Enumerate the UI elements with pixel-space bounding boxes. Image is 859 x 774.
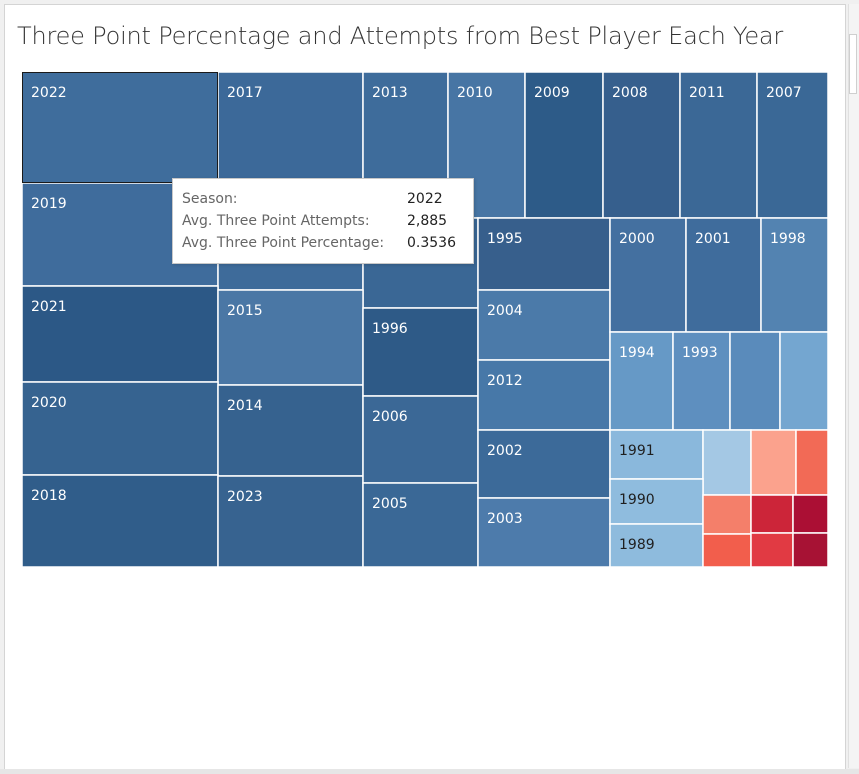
treemap-cell-2008[interactable] (602, 71, 681, 219)
treemap-cell-2007[interactable] (756, 71, 829, 219)
selection-outline (22, 72, 218, 183)
tooltip-label: Avg. Three Point Attempts: (182, 213, 370, 229)
treemap-cell[interactable] (750, 429, 797, 496)
chart-title: Three Point Percentage and Attempts from… (17, 22, 784, 50)
scrollbar-thumb[interactable] (849, 34, 857, 94)
treemap-cell[interactable] (702, 533, 752, 568)
treemap-label: 2005 (372, 496, 408, 512)
treemap-cell-2018[interactable] (21, 474, 219, 568)
treemap-cell-2005[interactable] (362, 482, 479, 568)
treemap-cell-2003[interactable] (477, 497, 611, 568)
treemap-label: 2006 (372, 409, 408, 425)
tooltip-row-season: Season: 2022 (182, 191, 443, 207)
treemap-cell[interactable] (779, 331, 829, 431)
treemap-label: 2017 (227, 85, 263, 101)
vertical-scrollbar[interactable] (848, 4, 859, 768)
treemap-cell-1996[interactable] (362, 307, 479, 397)
treemap-label: 1989 (619, 537, 655, 553)
treemap-label: 2021 (31, 299, 67, 315)
treemap-cell[interactable] (702, 494, 752, 535)
treemap-cell[interactable] (792, 494, 829, 534)
tooltip-label: Avg. Three Point Percentage: (182, 235, 385, 251)
tooltip-value: 2,885 (407, 213, 448, 229)
treemap-cell-2009[interactable] (524, 71, 604, 219)
treemap-label: 2007 (766, 85, 802, 101)
treemap-cell-2023[interactable] (217, 475, 364, 568)
treemap-label: 2000 (619, 231, 655, 247)
tooltip: Season: 2022 Avg. Three Point Attempts: … (172, 178, 474, 264)
treemap-label: 1991 (619, 443, 655, 459)
treemap-cell[interactable] (702, 429, 752, 496)
treemap-label: 2011 (689, 85, 725, 101)
treemap-cell-2014[interactable] (217, 384, 364, 477)
tooltip-value: 2022 (407, 191, 443, 207)
treemap-label: 2002 (487, 443, 523, 459)
treemap-label: 2014 (227, 398, 263, 414)
treemap-cell-2021[interactable] (21, 285, 219, 383)
treemap-cell-2004[interactable] (477, 289, 611, 361)
treemap-label: 2009 (534, 85, 570, 101)
treemap-label: 2003 (487, 511, 523, 527)
treemap-label: 2015 (227, 303, 263, 319)
treemap-label: 1995 (487, 231, 523, 247)
treemap-cell-2011[interactable] (679, 71, 758, 219)
treemap-cell-1990[interactable] (609, 478, 704, 525)
tooltip-label: Season: (182, 191, 238, 207)
treemap-cell-2012[interactable] (477, 359, 611, 431)
tooltip-row-percentage: Avg. Three Point Percentage: 0.3536 (182, 235, 456, 251)
treemap-cell-2020[interactable] (21, 381, 219, 476)
treemap-cell-2002[interactable] (477, 429, 611, 499)
treemap-cell-2015[interactable] (217, 289, 364, 386)
treemap-label: 1996 (372, 321, 408, 337)
treemap-label: 2019 (31, 196, 67, 212)
treemap-label: 2012 (487, 373, 523, 389)
treemap-label: 2004 (487, 303, 523, 319)
treemap-cell[interactable] (729, 331, 781, 431)
treemap-cell-2006[interactable] (362, 395, 479, 484)
treemap-label: 2022 (31, 85, 67, 101)
treemap-label: 2018 (31, 488, 67, 504)
tooltip-value: 0.3536 (407, 235, 456, 251)
treemap-label: 1994 (619, 345, 655, 361)
treemap-label: 1993 (682, 345, 718, 361)
tooltip-row-attempts: Avg. Three Point Attempts: 2,885 (182, 213, 447, 229)
treemap-label: 1990 (619, 492, 655, 508)
treemap-cell[interactable] (792, 532, 829, 568)
treemap-cell-1994[interactable] (609, 331, 674, 431)
treemap-cell[interactable] (795, 429, 829, 496)
treemap-label: 2008 (612, 85, 648, 101)
treemap-cell-1993[interactable] (672, 331, 731, 431)
treemap-cell-2000[interactable] (609, 217, 687, 333)
treemap-label: 2001 (695, 231, 731, 247)
treemap-cell-1995[interactable] (477, 217, 611, 291)
treemap-cell-1989[interactable] (609, 523, 704, 568)
treemap-label: 2010 (457, 85, 493, 101)
treemap-label: 2013 (372, 85, 408, 101)
treemap-label: 2020 (31, 395, 67, 411)
treemap-cell[interactable] (750, 532, 794, 568)
treemap-cell[interactable] (750, 494, 794, 534)
bottom-strip (0, 769, 859, 774)
treemap-label: 2023 (227, 489, 263, 505)
treemap-label: 1998 (770, 231, 806, 247)
